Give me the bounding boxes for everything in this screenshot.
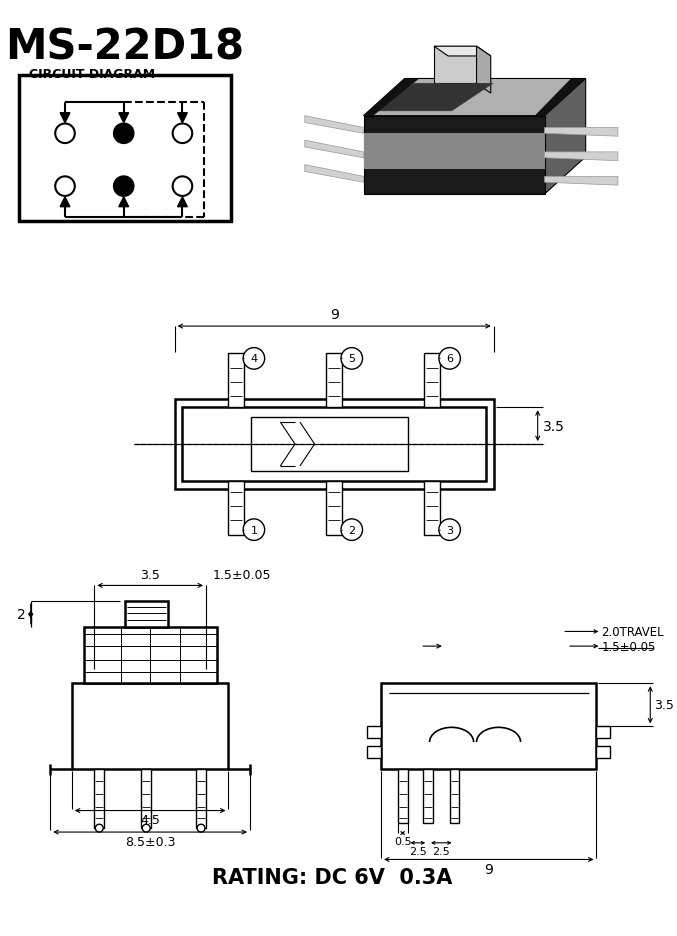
Circle shape (439, 348, 460, 370)
Text: 9: 9 (484, 862, 494, 876)
Polygon shape (544, 80, 586, 195)
Text: 9: 9 (330, 308, 338, 322)
Text: 3: 3 (446, 525, 453, 535)
Text: 5: 5 (348, 354, 355, 364)
Polygon shape (305, 117, 364, 134)
Text: RATING: DC 6V  0.3A: RATING: DC 6V 0.3A (212, 867, 452, 887)
Bar (596, 726, 610, 739)
Polygon shape (364, 80, 586, 117)
Bar (368, 746, 381, 758)
Bar (368, 726, 381, 739)
Bar (423, 769, 433, 824)
Circle shape (56, 177, 74, 197)
Bar (125, 602, 168, 627)
Bar (141, 769, 151, 828)
Circle shape (173, 124, 192, 144)
Bar (450, 769, 460, 824)
Text: 6: 6 (446, 354, 453, 364)
Bar (364, 134, 544, 169)
Bar (326, 481, 342, 535)
Polygon shape (373, 84, 493, 111)
Polygon shape (434, 47, 477, 84)
Circle shape (114, 124, 133, 144)
Text: 0.5: 0.5 (394, 836, 412, 846)
Circle shape (243, 519, 265, 541)
Text: 3.5: 3.5 (654, 698, 674, 711)
Bar (228, 481, 244, 535)
Bar (228, 354, 244, 408)
Text: CIRCUIT DIAGRAM: CIRCUIT DIAGRAM (29, 67, 155, 80)
Circle shape (197, 825, 205, 832)
Bar (196, 769, 206, 828)
Circle shape (142, 825, 150, 832)
Bar (72, 683, 228, 769)
Text: 8.5±0.3: 8.5±0.3 (125, 835, 175, 848)
Text: 3.5: 3.5 (542, 419, 565, 433)
Bar (175, 400, 494, 489)
Bar (94, 769, 104, 828)
Circle shape (114, 177, 133, 197)
Text: 4.5: 4.5 (140, 813, 160, 826)
Text: 3.5: 3.5 (140, 568, 160, 581)
Polygon shape (119, 197, 129, 208)
Bar (251, 417, 408, 472)
Polygon shape (477, 47, 491, 94)
Polygon shape (544, 153, 618, 162)
Text: 2.5: 2.5 (433, 846, 450, 856)
Text: 2: 2 (348, 525, 355, 535)
Bar (424, 354, 440, 408)
Text: 1.5±0.05: 1.5±0.05 (213, 568, 271, 581)
Polygon shape (364, 80, 419, 117)
Bar (182, 408, 486, 481)
Text: 2.5: 2.5 (409, 846, 427, 856)
Circle shape (439, 519, 460, 541)
Polygon shape (544, 128, 618, 137)
Polygon shape (60, 197, 70, 208)
Bar (596, 746, 610, 758)
Bar (83, 627, 217, 683)
Text: 2: 2 (17, 607, 26, 622)
Circle shape (56, 124, 74, 144)
Text: MS-22D18: MS-22D18 (5, 26, 244, 68)
Polygon shape (364, 117, 544, 195)
Circle shape (95, 825, 103, 832)
Polygon shape (535, 80, 586, 117)
Polygon shape (177, 197, 188, 208)
Polygon shape (434, 47, 491, 57)
Bar (326, 354, 342, 408)
Bar (398, 769, 408, 824)
Bar (19, 76, 232, 222)
Polygon shape (177, 113, 188, 124)
Text: 1: 1 (250, 525, 257, 535)
Polygon shape (305, 141, 364, 158)
Circle shape (341, 519, 362, 541)
Circle shape (341, 348, 362, 370)
Text: 4: 4 (250, 354, 257, 364)
Polygon shape (60, 113, 70, 124)
Polygon shape (305, 166, 364, 183)
Bar (381, 683, 596, 769)
Circle shape (173, 177, 192, 197)
Polygon shape (544, 177, 618, 186)
Text: 2.0TRAVEL: 2.0TRAVEL (601, 625, 664, 638)
Bar (424, 481, 440, 535)
Circle shape (243, 348, 265, 370)
Polygon shape (119, 113, 129, 124)
Text: 1.5±0.05: 1.5±0.05 (601, 640, 656, 653)
